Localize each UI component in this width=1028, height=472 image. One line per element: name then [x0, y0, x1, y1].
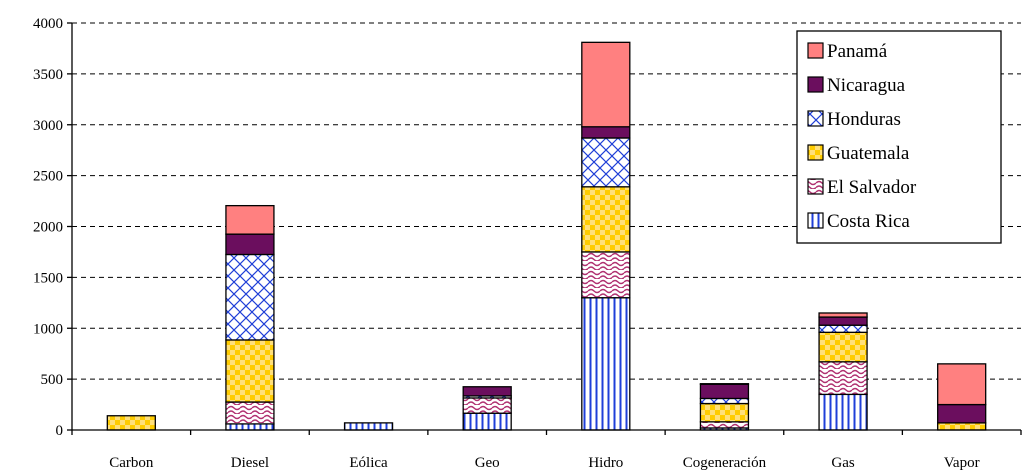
- y-tick-label: 1500: [33, 270, 63, 286]
- bar-segment: [343, 422, 394, 431]
- y-tick-label: 1000: [33, 321, 63, 337]
- bar-segment: [818, 393, 868, 431]
- legend-label: Panamá: [827, 41, 888, 62]
- legend-swatch: [807, 42, 824, 59]
- bar-segment: [937, 422, 987, 431]
- y-tick-label: 2000: [33, 220, 63, 236]
- bar-segment: [699, 421, 750, 429]
- legend-swatch: [807, 76, 824, 93]
- bar-segment: [225, 339, 275, 403]
- y-tick-label: 0: [56, 423, 64, 439]
- bar-segment: [225, 204, 275, 235]
- bar-segment: [581, 297, 631, 431]
- legend-label: Guatemala: [827, 143, 910, 164]
- bar-segment: [699, 383, 750, 400]
- x-tick-label: Gas: [831, 455, 854, 471]
- bar-segment: [937, 363, 987, 406]
- bar-segment: [225, 233, 275, 256]
- legend-label: Honduras: [827, 109, 901, 130]
- bar-segment: [106, 415, 156, 431]
- legend: Panamá Nicaragua Honduras Guatemala El Salva…: [796, 30, 1002, 244]
- bar-segment: [818, 316, 868, 326]
- bar-segment: [699, 402, 750, 423]
- bar-segment: [818, 331, 868, 363]
- y-tick-label: 2500: [33, 169, 63, 185]
- bar-segment: [581, 41, 631, 128]
- legend-label: El Salvador: [827, 177, 917, 198]
- x-tick-label: Vapor: [944, 455, 980, 471]
- legend-label: Costa Rica: [827, 211, 910, 232]
- bar-segment: [581, 186, 631, 253]
- x-tick-label: Eólica: [349, 455, 388, 471]
- x-tick-label: Geo: [475, 455, 500, 471]
- bar-segment: [581, 137, 631, 188]
- bar-segment: [462, 412, 512, 431]
- x-tick-label: Diesel: [231, 455, 269, 471]
- bar-segment: [225, 253, 275, 341]
- bar-segment: [462, 397, 512, 414]
- y-tick-label: 500: [41, 372, 64, 388]
- bar-segment: [699, 383, 750, 385]
- y-tick-label: 4000: [33, 16, 63, 32]
- bar-segment: [937, 403, 987, 424]
- bar-segment: [225, 401, 275, 425]
- legend-swatch: [807, 144, 824, 161]
- bar-segment: [699, 397, 750, 405]
- x-tick-label: Hidro: [588, 455, 623, 471]
- legend-swatch: [807, 212, 824, 229]
- bar-segment: [818, 312, 868, 318]
- x-tick-label: Carbon: [109, 455, 154, 471]
- legend-swatch: [807, 110, 824, 127]
- bar-segment: [225, 423, 275, 431]
- bar-segment: [581, 251, 631, 299]
- bars: [106, 41, 987, 431]
- y-tick-label: 3000: [33, 118, 63, 134]
- y-tick-label: 3500: [33, 67, 63, 83]
- bar-segment: [818, 361, 868, 396]
- legend-swatch: [807, 178, 824, 195]
- bar-segment: [581, 126, 631, 139]
- legend-box: [796, 30, 1002, 244]
- x-tick-label: Cogeneración: [683, 455, 767, 471]
- bar-segment: [818, 324, 868, 333]
- legend-label: Nicaragua: [827, 75, 906, 96]
- tick-labels: 0 500 1000 1500 2000 2500 3000 3500 4000 Carbon Di…: [33, 16, 1022, 471]
- bar-segment: [462, 386, 512, 397]
